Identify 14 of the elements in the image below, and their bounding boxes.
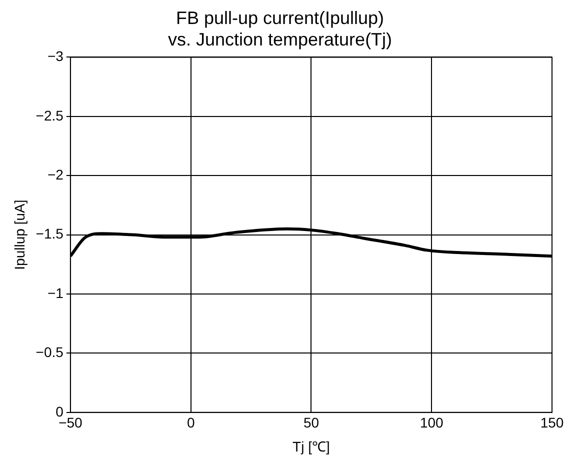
y-tick-label: −2	[47, 166, 64, 182]
y-tick-label: −1.5	[36, 226, 64, 242]
y-tick-label: −1	[47, 284, 64, 301]
y-tick-label: −0.5	[36, 344, 64, 360]
x-tick-label: 50	[303, 414, 320, 431]
y-tick-label: −2.5	[36, 107, 64, 124]
x-tick-label: 150	[540, 414, 564, 431]
y-axis-title: Ipullup [uA]	[11, 200, 28, 270]
x-tick-label: 0	[186, 414, 195, 431]
y-tick-label: 0	[56, 403, 64, 420]
y-tick-label: −3	[47, 48, 64, 64]
chart-title: FB pull-up current(Ipullup) vs. Junction temperature(Tj)	[168, 8, 392, 50]
x-axis-title: Tj [℃]	[292, 438, 330, 454]
x-tick-label: 100	[420, 414, 444, 431]
